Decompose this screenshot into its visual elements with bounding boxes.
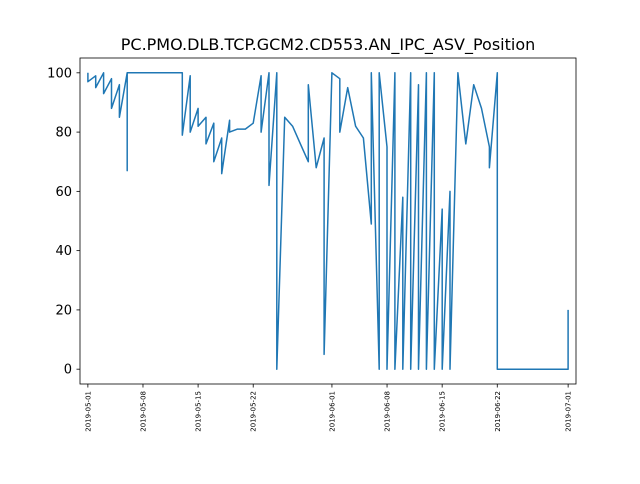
- x-tick-label: 2019-05-08: [139, 391, 147, 432]
- y-tick-label: 60: [55, 185, 72, 200]
- x-tick-label: 2019-06-08: [384, 391, 392, 432]
- y-tick-label: 100: [47, 66, 72, 81]
- x-tick-label: 2019-06-22: [494, 391, 502, 432]
- y-tick-label: 80: [55, 126, 72, 141]
- y-tick-label: 20: [55, 303, 72, 318]
- x-tick-label: 2019-05-01: [84, 391, 92, 432]
- chart-title: PC.PMO.DLB.TCP.GCM2.CD553.AN_IPC_ASV_Pos…: [121, 35, 536, 55]
- x-tick-label: 2019-06-01: [328, 391, 336, 432]
- x-tick-label: 2019-06-15: [439, 391, 447, 432]
- plot-area: 0 20 40 60 80 100 2019-05-01 2019-05-08 2019-05-…: [47, 57, 577, 432]
- axes-frame: [79, 57, 577, 385]
- y-tick-label: 0: [64, 363, 72, 378]
- x-tick-label: 2019-05-15: [195, 391, 203, 432]
- x-tick-label: 2019-05-22: [250, 391, 258, 432]
- x-tick-label: 2019-07-01: [565, 391, 573, 432]
- series-line-0: [87, 72, 569, 370]
- y-tick-label: 40: [55, 244, 72, 259]
